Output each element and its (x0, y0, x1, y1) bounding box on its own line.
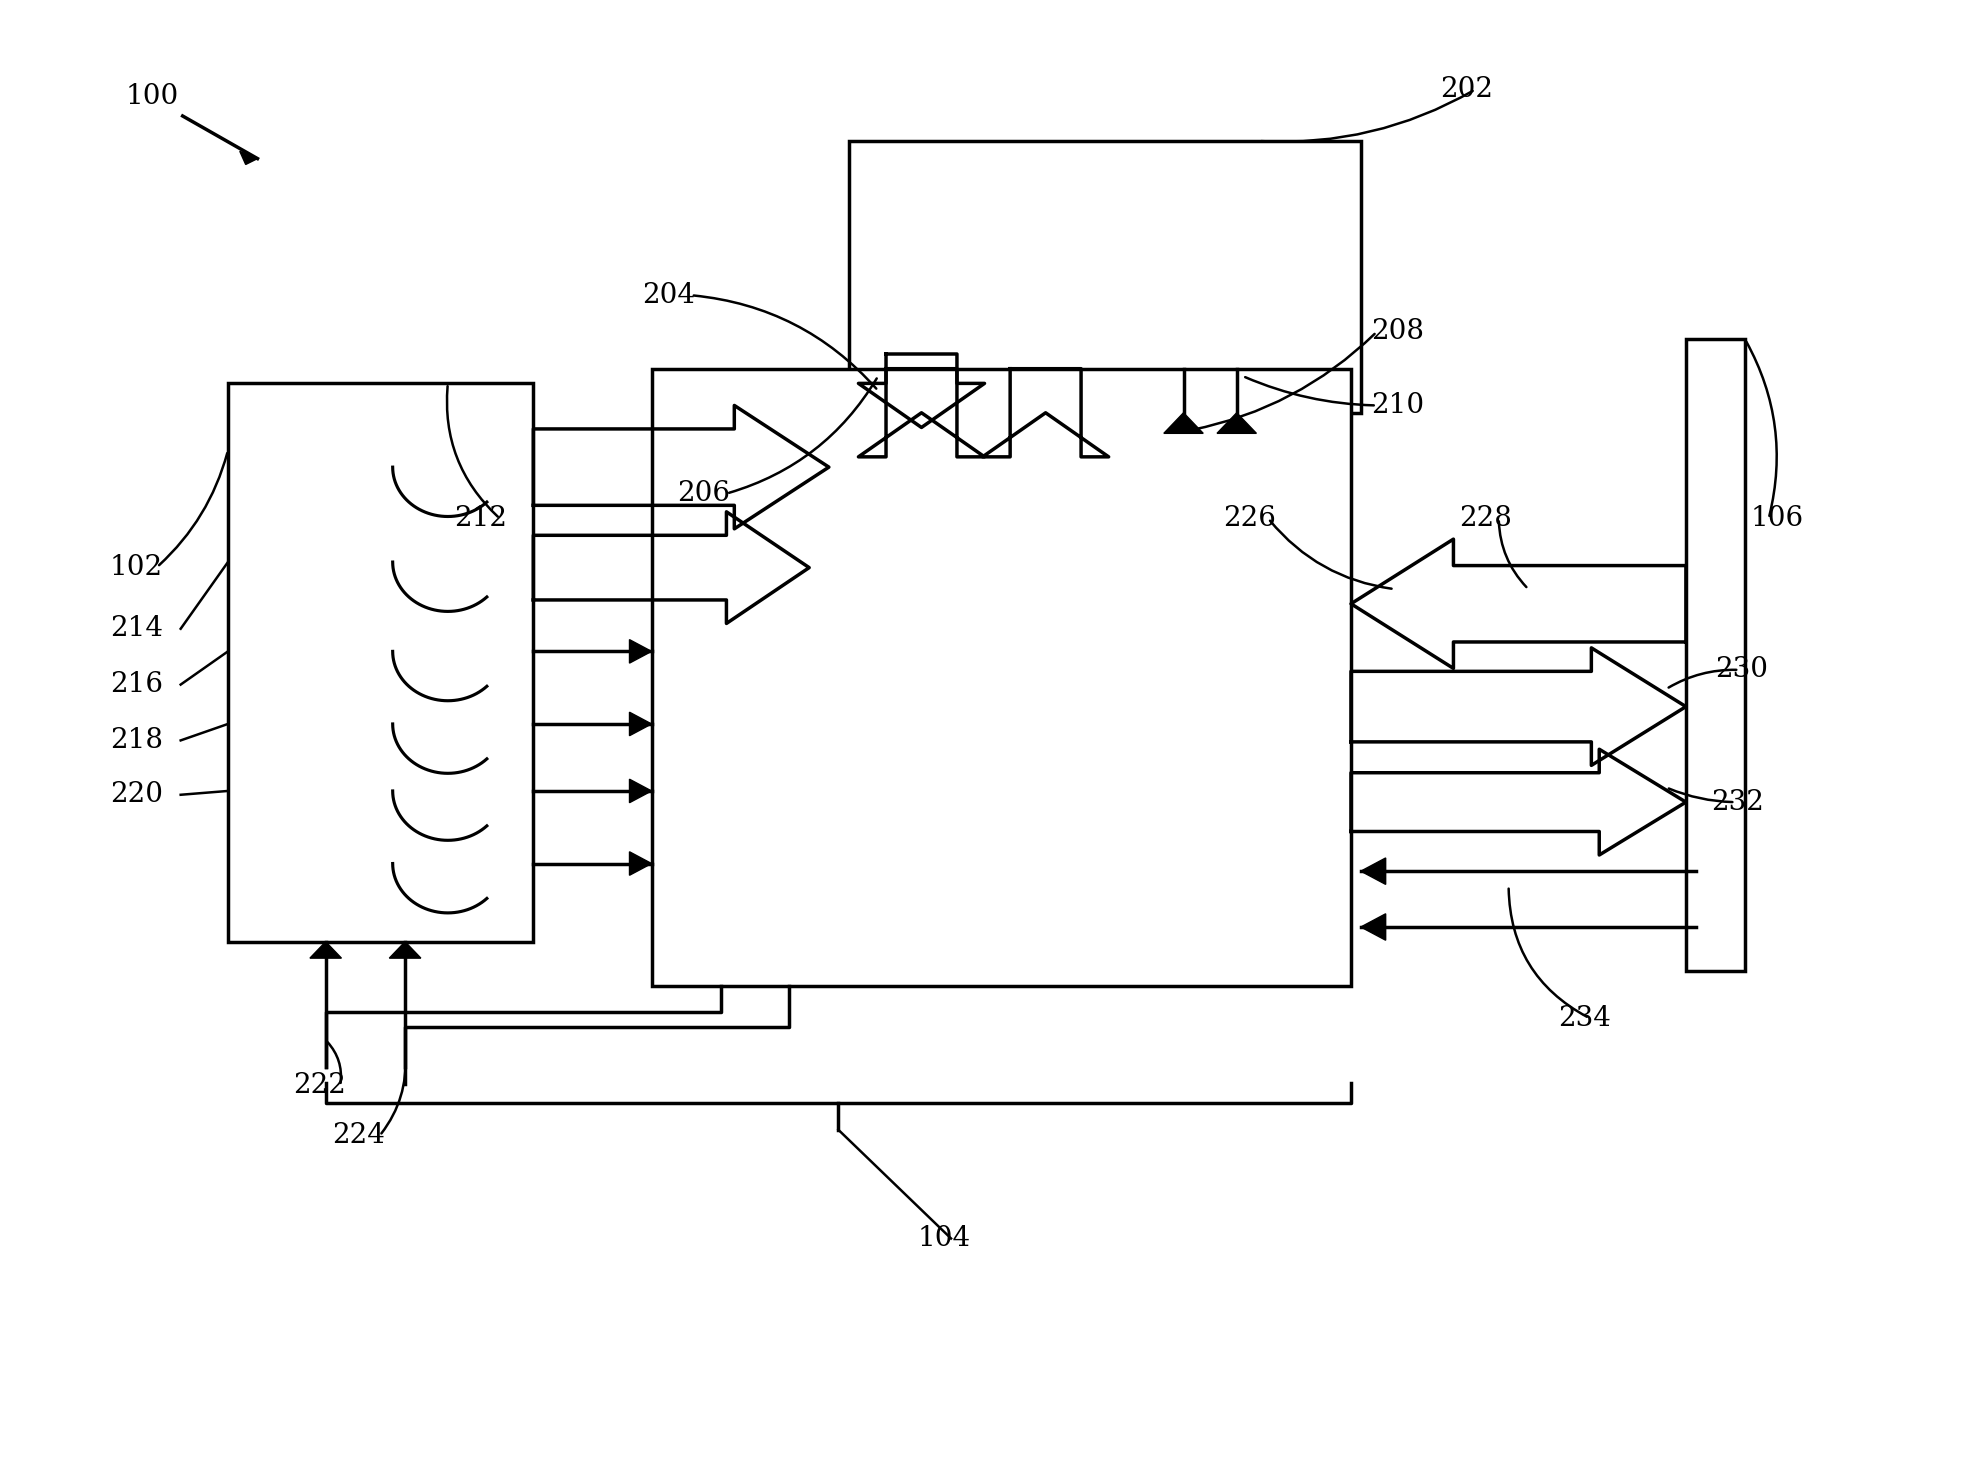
Text: 210: 210 (1371, 392, 1425, 420)
Bar (651, 368, 1352, 986)
Bar (1687, 340, 1744, 972)
Text: 216: 216 (110, 671, 162, 698)
Polygon shape (1217, 412, 1257, 433)
Polygon shape (629, 852, 651, 876)
Text: 104: 104 (917, 1225, 971, 1253)
Text: 106: 106 (1750, 505, 1803, 531)
Polygon shape (310, 942, 341, 958)
Polygon shape (629, 712, 651, 736)
Text: 100: 100 (126, 84, 180, 110)
Polygon shape (389, 942, 420, 958)
Polygon shape (1164, 412, 1204, 433)
Text: 230: 230 (1715, 657, 1768, 683)
Text: 214: 214 (110, 615, 162, 642)
Polygon shape (629, 640, 651, 662)
Text: 212: 212 (454, 505, 507, 531)
Polygon shape (629, 779, 651, 802)
Polygon shape (241, 152, 258, 165)
Text: 224: 224 (331, 1122, 385, 1150)
Text: 206: 206 (677, 480, 730, 506)
Text: 208: 208 (1371, 318, 1425, 346)
Text: 234: 234 (1559, 1004, 1610, 1032)
Polygon shape (1361, 858, 1385, 885)
Text: 218: 218 (110, 727, 162, 754)
Text: 232: 232 (1711, 789, 1764, 815)
Text: 226: 226 (1223, 505, 1277, 531)
Polygon shape (1361, 914, 1385, 941)
Text: 202: 202 (1440, 77, 1494, 103)
Text: 228: 228 (1460, 505, 1511, 531)
Bar (229, 383, 533, 942)
Bar (848, 141, 1361, 412)
Text: 220: 220 (110, 782, 162, 808)
Text: 102: 102 (110, 553, 164, 580)
Text: 222: 222 (292, 1072, 345, 1100)
Text: 204: 204 (641, 281, 694, 309)
